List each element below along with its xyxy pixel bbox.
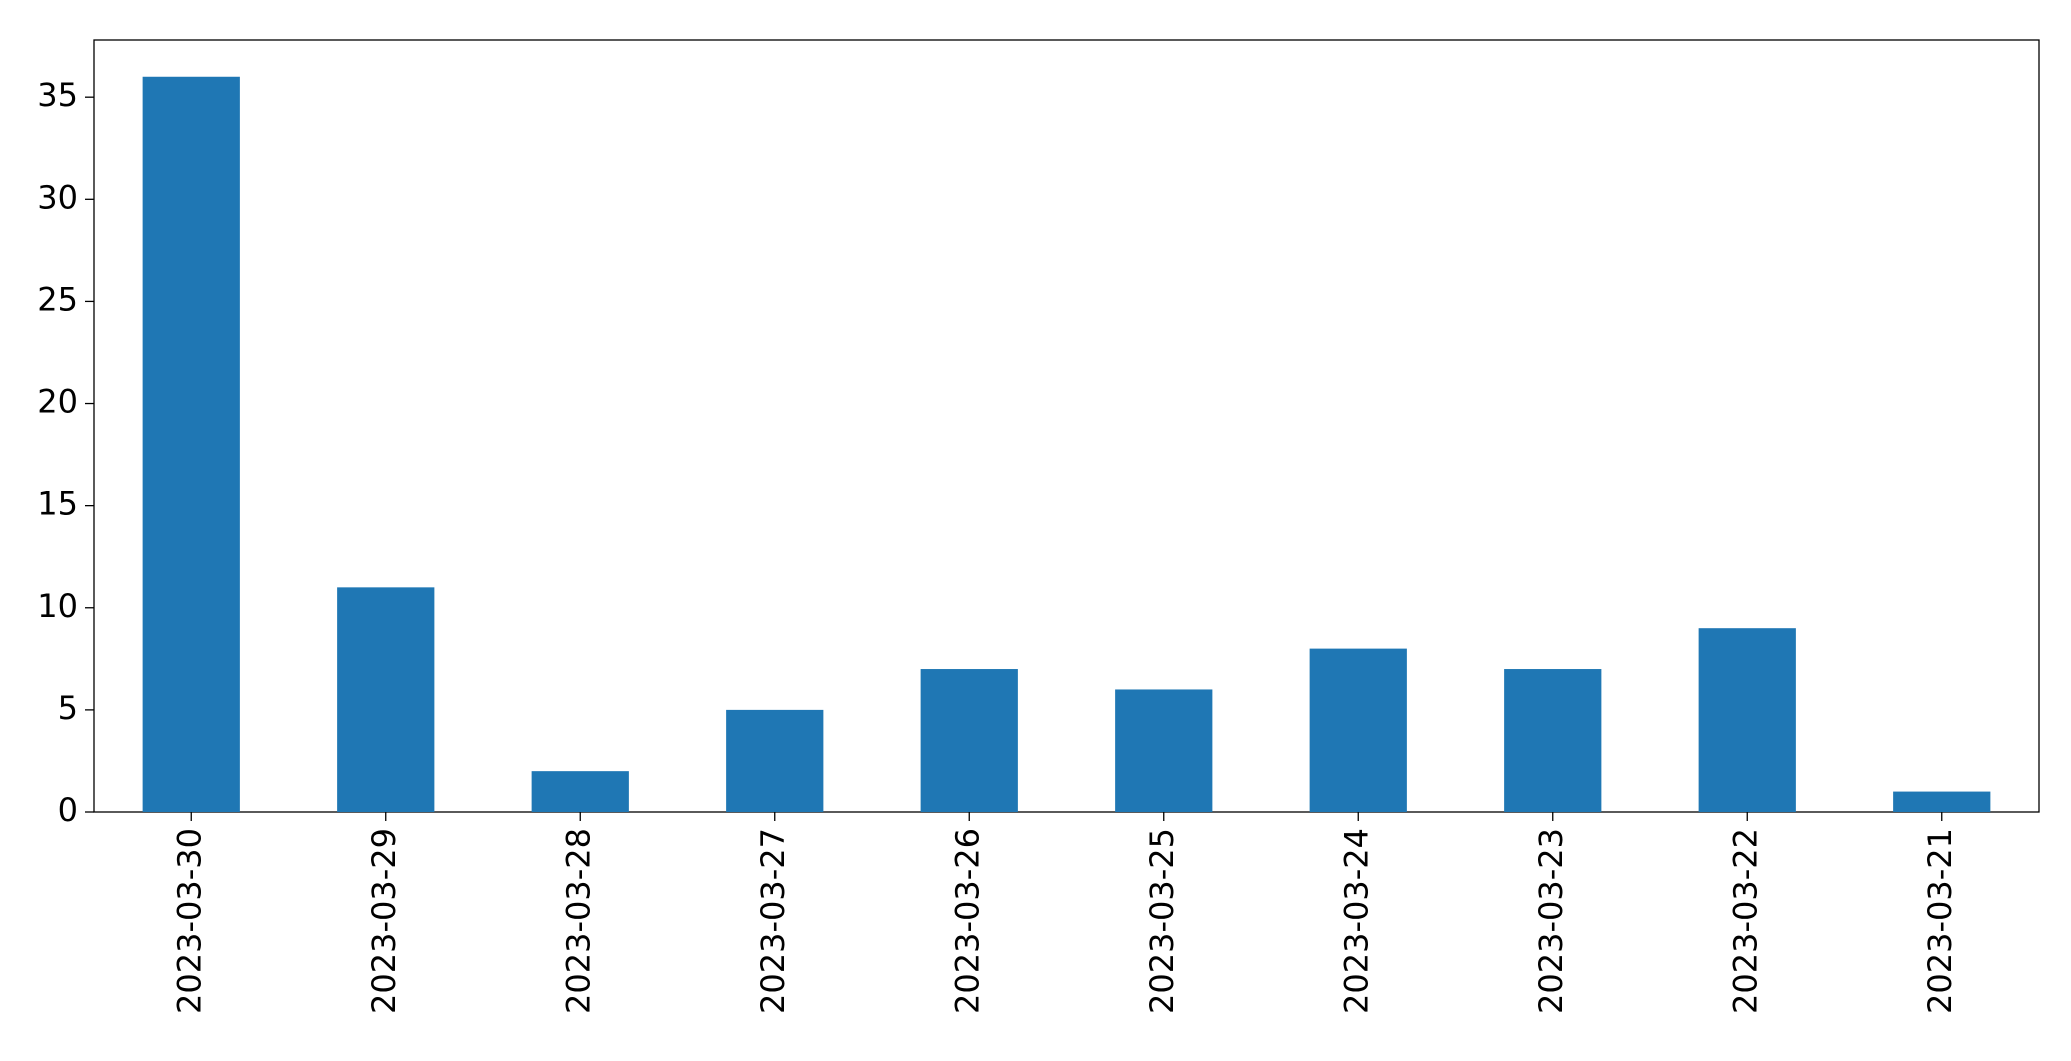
x-tick-label: 2023-03-24 [1337, 828, 1375, 1014]
x-tick-label: 2023-03-21 [1921, 828, 1959, 1014]
y-tick-label: 25 [37, 280, 78, 318]
bar [1309, 648, 1407, 812]
y-tick-label: 20 [37, 383, 78, 421]
x-tick-label: 2023-03-25 [1143, 828, 1181, 1014]
x-tick-label: 2023-03-23 [1532, 828, 1570, 1014]
y-tick-label: 10 [37, 587, 78, 625]
y-tick-label: 15 [37, 485, 78, 523]
x-tick-label: 2023-03-29 [365, 828, 403, 1014]
bar [531, 771, 629, 812]
bar [142, 76, 240, 812]
y-tick-label: 30 [37, 178, 78, 216]
bar [337, 587, 435, 812]
bar [920, 669, 1018, 812]
bar [1893, 791, 1991, 812]
x-tick-label: 2023-03-27 [754, 828, 792, 1014]
bar [1115, 689, 1213, 812]
y-tick-label: 5 [58, 689, 78, 727]
bar [1504, 669, 1602, 812]
bar [1698, 628, 1796, 812]
plot-frame [93, 39, 2040, 813]
x-tick-label: 2023-03-26 [948, 828, 986, 1014]
bar [726, 709, 824, 812]
y-tick-label: 0 [58, 791, 78, 829]
x-tick-label: 2023-03-22 [1726, 828, 1764, 1014]
x-tick-label: 2023-03-30 [170, 828, 208, 1014]
y-tick-label: 35 [37, 76, 78, 114]
x-tick-label: 2023-03-28 [559, 828, 597, 1014]
